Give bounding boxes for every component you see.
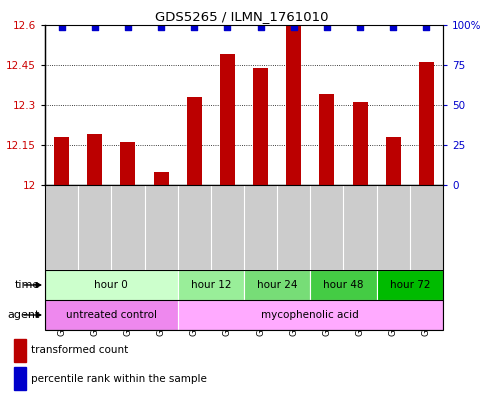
Text: hour 24: hour 24 — [257, 280, 298, 290]
Text: GDS5265 / ILMN_1761010: GDS5265 / ILMN_1761010 — [155, 10, 328, 23]
Point — [323, 24, 331, 31]
Bar — [377, 270, 443, 300]
Bar — [386, 137, 401, 185]
Bar — [120, 142, 135, 185]
Point — [190, 24, 198, 31]
Point — [423, 24, 430, 31]
Bar — [45, 270, 178, 300]
Point — [58, 24, 66, 31]
Bar — [253, 68, 268, 185]
Bar — [154, 172, 169, 185]
Point — [290, 24, 298, 31]
Text: transformed count: transformed count — [31, 345, 128, 355]
Point — [389, 24, 397, 31]
Text: hour 72: hour 72 — [390, 280, 430, 290]
Point — [257, 24, 265, 31]
Text: untreated control: untreated control — [66, 310, 157, 320]
Point — [91, 24, 99, 31]
Bar — [319, 94, 334, 185]
Point — [224, 24, 231, 31]
Text: hour 0: hour 0 — [95, 280, 128, 290]
Bar — [220, 54, 235, 185]
Text: hour 48: hour 48 — [323, 280, 364, 290]
Text: mycophenolic acid: mycophenolic acid — [261, 310, 359, 320]
Bar — [178, 270, 244, 300]
Bar — [244, 270, 311, 300]
Bar — [14, 339, 26, 362]
Point — [356, 24, 364, 31]
Text: time: time — [15, 280, 40, 290]
Point — [124, 24, 132, 31]
Bar — [178, 300, 443, 330]
Bar — [187, 97, 202, 185]
Bar — [14, 367, 26, 390]
Bar — [286, 25, 301, 185]
Bar — [353, 102, 368, 185]
Text: agent: agent — [8, 310, 40, 320]
Text: hour 12: hour 12 — [191, 280, 231, 290]
Bar — [311, 270, 377, 300]
Bar — [54, 137, 69, 185]
Point — [157, 24, 165, 31]
Bar — [45, 300, 178, 330]
Text: percentile rank within the sample: percentile rank within the sample — [31, 374, 207, 384]
Bar — [419, 62, 434, 185]
Bar — [87, 134, 102, 185]
